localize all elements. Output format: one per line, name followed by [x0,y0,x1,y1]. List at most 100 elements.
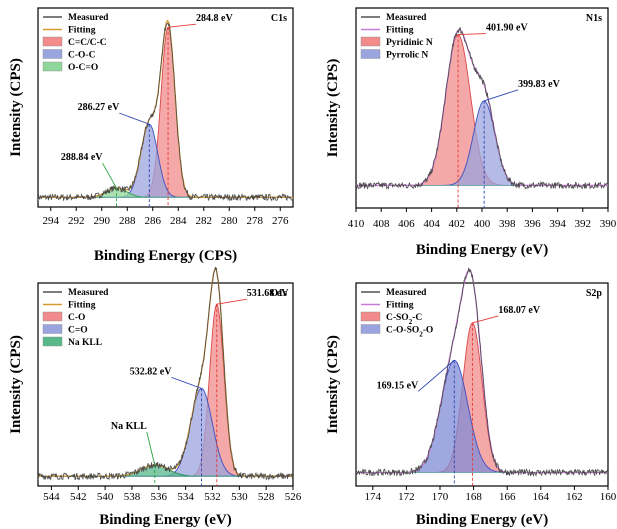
legend-swatch-patch [360,324,381,334]
legend-swatch-patch [360,311,381,322]
x-tick-label: 404 [423,218,440,230]
legend-label: Fitting [386,26,414,36]
peak-c-so2-c [356,322,608,473]
legend-label: C-SO2-C [386,313,422,326]
peak-label-leader [171,376,202,389]
x-tick-label: 284 [170,215,187,227]
legend-label: C=O [68,326,88,336]
x-tick-label: 540 [97,491,114,503]
x-axis-title: Binding Energy (eV) [416,512,549,528]
legend-swatch-patch [360,49,381,59]
panel-n1s: 401.90 eV 399.83 eV 410 408 406 404 402 400 398 3… [325,7,617,258]
legend-label: C=C/C-C [68,38,107,48]
peak-c-o [38,387,293,477]
x-tick-label: 162 [566,491,583,503]
legend: Measured Fitting Pyridinic N Pyrrolic N [360,13,433,61]
peak-pyrrolic-n [356,100,608,186]
x-tick-label: 544 [43,491,60,503]
x-tick-label: 542 [70,491,87,503]
peak-label: 401.90 eV [486,23,528,34]
legend: Measured Fitting C-SO2-CC-O-SO2-O [360,288,433,339]
legend-label: O-C=O [68,63,98,73]
measured-line [355,27,609,190]
measured-line [37,22,294,202]
legend-label: C-O-C [68,51,96,61]
peak-label: 531.68 eV [247,288,289,299]
x-tick-label: 392 [575,218,592,230]
x-tick-label: 410 [348,218,365,230]
x-tick-label: 276 [272,215,289,227]
peak-label: 168.07 eV [498,305,540,316]
panel-c1s: 284.8 eV 286.27 eV 288.84 eV 294 292 290 288 28… [8,7,294,264]
peak-label-leader [417,359,455,392]
legend-label: Measured [68,13,109,23]
panel-label: S2p [586,288,603,299]
x-tick-label: 532 [204,491,221,503]
peak-label: 284.8 eV [196,13,233,24]
legend-label: C-O-SO2-O [386,326,433,339]
plot-frame [37,7,294,208]
plot-frame [355,282,609,487]
x-tick-label: 538 [124,491,141,503]
x-tick-label: 290 [94,215,111,227]
legend-swatch-patch [42,311,63,322]
y-axis-title: Intensity (CPS) [8,335,24,434]
peak-label: 532.82 eV [130,366,172,377]
peak-label-leader [216,298,247,305]
legend: Measured Fitting C=C/C-C C-O-C O-C=O [42,13,109,73]
y-axis-title: Intensity (CPS) [325,335,341,434]
x-tick-label: 280 [221,215,238,227]
peak-label-leader [484,89,519,102]
peak-label: 286.27 eV [78,102,120,113]
x-tick-label: 408 [373,218,390,230]
x-tick-label: 172 [398,491,415,503]
legend-label: Fitting [68,26,96,36]
peak-label-leader [472,315,499,324]
legend-label: Measured [386,288,427,298]
x-tick-label: 164 [533,491,550,503]
peak-label: Na KLL [111,421,147,432]
legend-label: Measured [386,13,427,23]
x-tick-label: 390 [600,218,617,230]
legend-label: Pyrrolic N [386,51,428,61]
x-tick-label: 396 [524,218,541,230]
x-tick-label: 402 [449,218,466,230]
legend-swatch-patch [42,324,63,334]
legend-label: Fitting [386,301,414,311]
panel-label: C1s [271,13,287,24]
peak-label-leader [146,431,156,466]
x-tick-label: 166 [499,491,516,503]
x-tick-label: 292 [68,215,85,227]
peak-label: 169.15 eV [377,380,419,391]
x-tick-label: 278 [247,215,264,227]
x-tick-label: 536 [151,491,168,503]
x-tick-label: 398 [499,218,516,230]
legend-swatch-patch [42,336,63,347]
legend-label: C-O [68,313,85,323]
panel-o1s: 531.68 eV 532.82 eV Na KLL 544 542 540 538 536 5… [8,266,302,528]
y-axis-title: Intensity (CPS) [325,59,341,158]
peak-label: 399.83 eV [518,79,560,90]
x-tick-label: 286 [145,215,162,227]
panel-s2p: 168.07 eV 169.15 eV 174 172 170 168 166 164 162 1… [325,267,617,528]
legend-label: Na KLL [68,338,102,348]
x-tick-label: 282 [196,215,213,227]
x-axis-title: Binding Energy (CPS) [94,248,237,264]
x-tick-label: 528 [258,491,275,503]
legend-swatch-patch [42,49,63,59]
x-axis-title: Binding Energy (eV) [99,512,232,528]
legend-label: Fitting [68,301,96,311]
x-tick-label: 160 [600,491,617,503]
measured-line [355,267,609,477]
legend-swatch-patch [360,36,381,47]
legend-swatch-patch [42,36,63,47]
y-axis-title: Intensity (CPS) [8,58,24,157]
peak-label: 288.84 eV [61,152,103,163]
legend: Measured Fitting C-O C=O Na KLL [42,288,109,348]
peak-label-leader [102,162,117,189]
plot-frame [37,282,294,487]
peak-label-leader [119,112,150,125]
x-tick-label: 288 [119,215,136,227]
legend-label: Measured [68,288,109,298]
